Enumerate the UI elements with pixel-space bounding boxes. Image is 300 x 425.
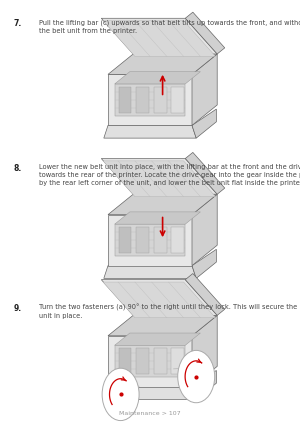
Polygon shape	[154, 227, 167, 253]
Polygon shape	[101, 159, 217, 194]
Polygon shape	[115, 72, 200, 84]
Text: 7.: 7.	[14, 19, 22, 28]
Polygon shape	[192, 371, 216, 400]
Circle shape	[178, 350, 215, 403]
Text: Pull the lifting bar (c) upwards so that belt tilts up towards the front, and wi: Pull the lifting bar (c) upwards so that…	[39, 19, 300, 34]
Polygon shape	[103, 282, 215, 318]
Polygon shape	[192, 109, 216, 138]
Polygon shape	[136, 227, 149, 253]
Polygon shape	[108, 215, 192, 266]
Polygon shape	[101, 18, 217, 54]
Polygon shape	[108, 54, 217, 74]
Polygon shape	[185, 12, 225, 54]
Polygon shape	[136, 87, 149, 113]
Polygon shape	[192, 194, 217, 266]
Polygon shape	[103, 161, 215, 197]
Polygon shape	[104, 266, 196, 278]
Polygon shape	[118, 227, 131, 253]
Text: Turn the two fasteners (a) 90° to the right until they lock. This will secure th: Turn the two fasteners (a) 90° to the ri…	[39, 304, 300, 319]
Polygon shape	[108, 194, 217, 215]
Polygon shape	[115, 84, 185, 116]
Polygon shape	[104, 387, 196, 399]
Text: 8.: 8.	[14, 164, 22, 173]
Polygon shape	[154, 87, 167, 113]
Text: Lower the new belt unit into place, with the lifting bar at the front and the dr: Lower the new belt unit into place, with…	[39, 164, 300, 186]
Polygon shape	[118, 87, 131, 113]
Polygon shape	[115, 224, 185, 256]
Polygon shape	[108, 336, 192, 387]
Polygon shape	[185, 274, 225, 315]
Polygon shape	[101, 280, 217, 315]
Polygon shape	[136, 348, 149, 374]
Text: Maintenance > 107: Maintenance > 107	[119, 411, 181, 416]
Polygon shape	[104, 125, 196, 138]
Polygon shape	[154, 348, 167, 374]
Polygon shape	[172, 348, 184, 374]
Polygon shape	[192, 54, 217, 125]
Polygon shape	[108, 315, 217, 336]
Polygon shape	[118, 348, 131, 374]
Polygon shape	[115, 212, 200, 224]
Polygon shape	[185, 153, 225, 194]
Polygon shape	[192, 315, 217, 387]
Polygon shape	[115, 333, 200, 345]
Circle shape	[102, 368, 139, 421]
Polygon shape	[172, 227, 184, 253]
Polygon shape	[108, 74, 192, 125]
Polygon shape	[192, 249, 216, 278]
Text: 9.: 9.	[14, 304, 22, 313]
Polygon shape	[172, 87, 184, 113]
Polygon shape	[103, 21, 215, 57]
Polygon shape	[115, 345, 185, 377]
